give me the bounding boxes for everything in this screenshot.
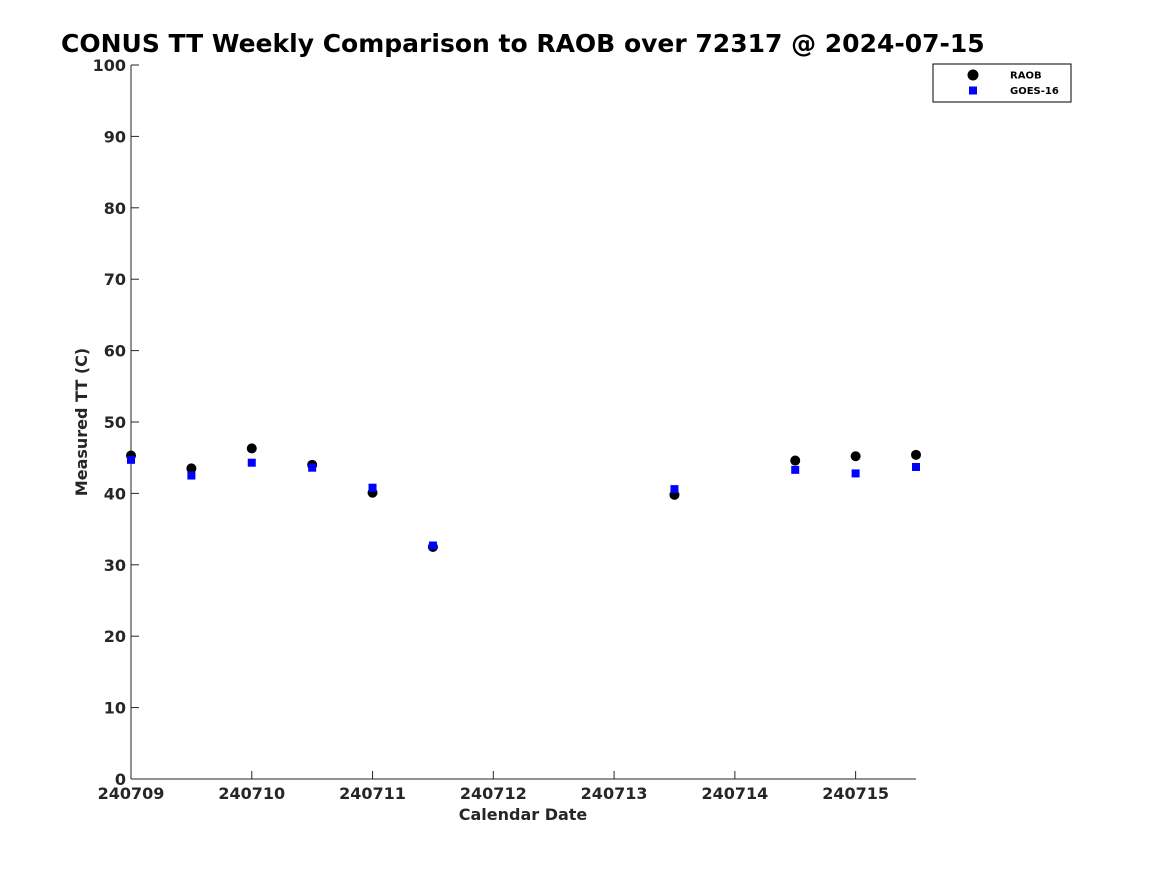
y-tick-label: 80 [104,199,126,218]
y-tick-label: 30 [104,556,126,575]
goes-point [247,458,256,467]
x-tick-label: 240714 [701,784,768,803]
goes-point [368,483,377,492]
legend: RAOB GOES-16 [932,63,1072,103]
x-tick-label: 240715 [822,784,889,803]
series-0 [126,443,921,552]
raob-point [850,451,861,462]
x-axis-label: Calendar Date [459,805,588,824]
legend-goes-label: GOES-16 [1010,86,1059,97]
goes-point [791,465,800,474]
goes-point [851,469,860,478]
raob-point [790,455,801,466]
x-tick-label: 240709 [98,784,165,803]
x-tick-label: 240710 [218,784,285,803]
x-axis-ticks: 240709 240710 240711 240712 240713 240714 2407… [98,771,889,803]
y-axis-ticks: 0 10 20 30 40 50 60 70 80 90 100 [93,56,139,789]
y-tick-label: 70 [104,270,126,289]
y-tick-label: 90 [104,127,126,146]
x-tick-label: 240713 [581,784,648,803]
goes-point [912,462,920,471]
y-tick-label: 50 [104,413,126,432]
data-points [126,443,921,552]
goes-point [308,463,317,472]
goes-point [187,471,196,480]
goes-point [428,541,437,550]
chart-title: CONUS TT Weekly Comparison to RAOB over … [61,29,985,58]
y-tick-label: 20 [104,627,126,646]
raob-point [186,463,197,474]
y-axis-label: Measured TT (C) [72,348,91,496]
legend-raob-marker [967,69,979,81]
y-tick-label: 100 [93,56,126,75]
y-tick-label: 60 [104,342,126,361]
y-tick-label: 40 [104,484,126,503]
raob-point [911,449,921,460]
legend-box [932,63,1072,103]
series-1 [127,455,920,550]
legend-goes-marker [969,86,977,95]
y-tick-label: 0 [115,770,126,789]
x-tick-label: 240712 [460,784,527,803]
legend-raob-label: RAOB [1010,71,1042,82]
y-tick-label: 10 [104,699,126,718]
goes-point [670,485,679,494]
raob-point [246,443,257,454]
plot-axes [130,65,916,780]
x-tick-label: 240711 [339,784,406,803]
goes-point [127,455,135,464]
